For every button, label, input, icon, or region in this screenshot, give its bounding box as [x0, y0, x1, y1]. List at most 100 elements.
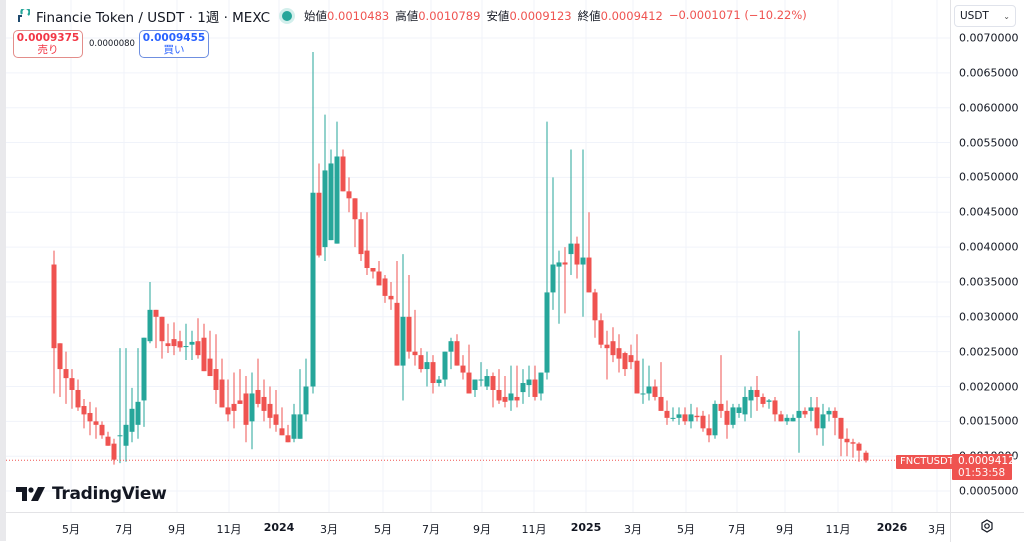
low-label: 安値 [486, 9, 510, 23]
price-axis[interactable]: 0.0070000 0.0065000 0.0060000 0.0055000 0.00… [950, 0, 1024, 512]
candle [550, 177, 556, 310]
time-tick-label: 7月 [422, 523, 440, 536]
candle [652, 379, 658, 401]
candle [340, 149, 346, 192]
candle [628, 344, 634, 370]
time-axis[interactable]: 5月 7月 9月 11月 2024 3月 5月 7月 9月 11月 2025 3月 5月 7月 9月 11月 2… [6, 512, 950, 542]
candle [141, 337, 147, 427]
candle [502, 376, 508, 408]
market-status-icon[interactable] [282, 11, 293, 21]
buy-label: 買い [163, 44, 185, 56]
symbol-title[interactable]: Financie Token / USDT · 1週 · MEXC [36, 10, 271, 26]
tradingview-logo[interactable]: TradingView [16, 484, 167, 504]
bar-countdown: 01:53:58 [958, 467, 1006, 479]
price-tick-label: 0.0055000 [959, 136, 1019, 150]
candle [664, 400, 670, 425]
candle [75, 379, 81, 411]
last-price-value: 0.0009412 [958, 455, 1015, 467]
currency-value: USDT [960, 10, 989, 22]
candle [844, 428, 850, 457]
candle [442, 351, 448, 387]
symbol-price-label: FNCTUSDT [896, 455, 958, 469]
candle [273, 389, 279, 432]
candle [712, 400, 718, 439]
candle [69, 369, 75, 409]
sell-label: 売り [37, 44, 59, 56]
candle [850, 438, 856, 458]
candle [736, 403, 742, 418]
time-tick-label: 7月 [115, 523, 133, 536]
candle [802, 407, 808, 418]
candle [51, 250, 57, 394]
candle [171, 322, 177, 356]
price-tick-label: 0.0070000 [959, 31, 1019, 45]
time-tick-label: 7月 [728, 523, 746, 536]
candle [580, 149, 586, 317]
candle [231, 372, 237, 429]
candle [376, 261, 382, 286]
candle [291, 403, 297, 443]
price-tick-label: 0.0005000 [959, 484, 1019, 498]
time-tick-label: 2025 [570, 521, 602, 534]
price-tick-label: 0.0060000 [959, 101, 1019, 115]
ohlc-values: 始値0.0010483 高値0.0010789 安値0.0009123 終値0.… [304, 8, 807, 24]
candle [129, 387, 135, 443]
candle [358, 212, 364, 262]
candle [105, 431, 111, 446]
candle [412, 309, 418, 366]
candle [183, 323, 189, 361]
candle [670, 407, 676, 422]
settings-icon[interactable] [980, 519, 994, 533]
buy-button[interactable]: 0.0009455 買い [139, 30, 209, 58]
candle [808, 396, 814, 422]
time-tick-label: 9月 [473, 523, 491, 536]
candle [279, 407, 285, 436]
candle [820, 403, 826, 446]
close-label: 終値 [577, 9, 601, 23]
candle [760, 393, 766, 408]
candle [370, 268, 376, 279]
price-tick-label: 0.0065000 [959, 66, 1019, 80]
high-label: 高値 [395, 9, 419, 23]
time-tick-label: 9月 [168, 523, 186, 536]
currency-select[interactable]: USDT ⌄ [954, 5, 1016, 27]
candle [388, 281, 394, 310]
time-tick-label: 11月 [216, 523, 242, 536]
candle [508, 365, 514, 411]
chart-legend: Financie Token / USDT · 1週 · MEXC 始値0.00… [16, 6, 807, 26]
candle [604, 330, 610, 380]
candle [261, 379, 267, 422]
candlestick-chart[interactable] [6, 0, 950, 512]
candle [863, 450, 869, 463]
time-tick-label: 9月 [776, 523, 794, 536]
candle [382, 274, 388, 303]
candle [682, 407, 688, 425]
candle [243, 376, 249, 443]
candle [466, 344, 472, 394]
candle [676, 407, 682, 425]
price-tick-label: 0.0020000 [959, 380, 1019, 393]
open-value: 0.0010483 [327, 9, 390, 23]
candle [117, 348, 123, 464]
candle [394, 261, 400, 366]
low-value: 0.0009123 [509, 9, 572, 23]
candle [165, 323, 171, 354]
candle [814, 396, 820, 436]
candle [616, 334, 622, 373]
axis-corner [950, 512, 1024, 542]
time-tick-label: 2024 [263, 521, 295, 534]
price-tick-label: 0.0050000 [959, 170, 1019, 184]
candle [838, 417, 844, 457]
candle [177, 330, 183, 352]
sell-button[interactable]: 0.0009375 売り [13, 30, 83, 58]
tradingview-logo-text: TradingView [52, 484, 167, 504]
chart-plot-area[interactable] [6, 0, 950, 512]
candle [532, 365, 538, 401]
candle [400, 254, 406, 401]
candle [748, 386, 754, 418]
candle [123, 348, 129, 462]
candle [346, 177, 352, 213]
candle [646, 365, 652, 401]
candle [159, 316, 165, 359]
candle [694, 407, 700, 422]
